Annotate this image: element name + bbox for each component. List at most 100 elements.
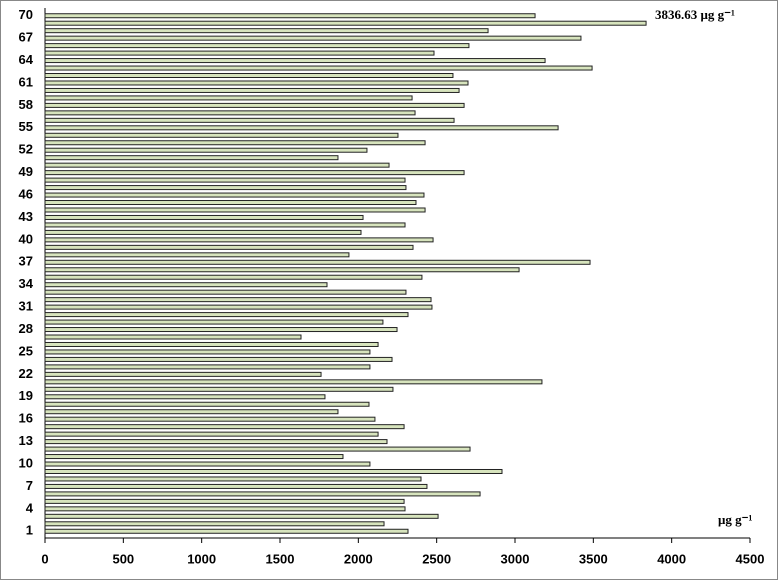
bar <box>44 521 385 527</box>
y-tick-label: 22 <box>19 366 33 381</box>
x-tick-label: 2000 <box>344 551 373 566</box>
bar <box>44 409 339 415</box>
bar <box>44 252 350 258</box>
bar <box>44 274 423 280</box>
bar <box>44 454 344 460</box>
bar <box>44 513 439 519</box>
bar <box>44 327 398 333</box>
bar <box>44 170 465 176</box>
bar <box>44 267 520 273</box>
bar <box>44 117 455 123</box>
bar <box>44 110 416 116</box>
y-tick-label: 49 <box>19 164 33 179</box>
bar <box>44 528 409 534</box>
y-tick-label: 43 <box>19 209 33 224</box>
bar <box>44 65 593 71</box>
bar <box>44 483 428 489</box>
bar <box>44 229 362 235</box>
y-tick-label: 7 <box>26 478 33 493</box>
bar <box>44 371 322 377</box>
bar <box>44 506 406 512</box>
bar <box>44 102 465 108</box>
x-tick-label: 0 <box>41 551 48 566</box>
bar <box>44 244 414 250</box>
bar <box>44 95 413 101</box>
bar <box>44 446 471 452</box>
bar <box>44 28 489 34</box>
y-tick-label: 58 <box>19 97 33 112</box>
bar <box>44 125 559 131</box>
y-tick-label: 4 <box>26 500 34 515</box>
x-tick-label: 3500 <box>579 551 608 566</box>
bar <box>44 140 426 146</box>
y-tick-label: 40 <box>19 231 33 246</box>
peak-annotation: 3836.63 μg g⁻¹ <box>655 7 735 22</box>
y-tick-label: 64 <box>19 52 34 67</box>
y-tick-label: 25 <box>19 343 33 358</box>
bar <box>44 476 422 482</box>
bar <box>44 58 546 64</box>
bar <box>44 259 591 265</box>
bar <box>44 461 371 467</box>
bar <box>44 289 407 295</box>
y-tick-label: 13 <box>19 433 33 448</box>
y-tick-label: 19 <box>19 388 33 403</box>
bar <box>44 177 406 183</box>
bar <box>44 80 469 86</box>
bar <box>44 147 368 153</box>
y-tick-label: 70 <box>19 7 33 22</box>
bar <box>44 73 454 79</box>
bar <box>44 13 536 19</box>
y-tick-label: 16 <box>19 411 33 426</box>
y-tick-label: 52 <box>19 142 33 157</box>
bar <box>44 498 405 504</box>
bar <box>44 192 425 198</box>
bar <box>44 200 417 206</box>
bar <box>44 214 364 220</box>
y-tick-label: 46 <box>19 186 33 201</box>
bar <box>44 468 503 474</box>
bar <box>44 185 407 191</box>
y-tick-label: 31 <box>19 299 33 314</box>
bar <box>44 50 435 56</box>
bar <box>44 155 339 161</box>
y-tick-label: 34 <box>19 276 34 291</box>
y-tick-label: 10 <box>19 455 33 470</box>
bar <box>44 424 405 430</box>
bar <box>44 297 432 303</box>
bar <box>44 431 379 437</box>
bar <box>44 416 376 422</box>
x-tick-label: 4500 <box>736 551 765 566</box>
bar <box>44 87 460 93</box>
bar <box>44 222 406 228</box>
bar <box>44 282 328 288</box>
x-tick-label: 4000 <box>657 551 686 566</box>
x-tick-label: 1500 <box>266 551 295 566</box>
x-tick-label: 500 <box>112 551 134 566</box>
bar <box>44 349 371 355</box>
y-tick-label: 67 <box>19 30 33 45</box>
y-tick-label: 1 <box>26 523 33 538</box>
y-tick-label: 61 <box>19 74 33 89</box>
bar <box>44 43 470 49</box>
bar <box>44 364 371 370</box>
bar <box>44 132 399 138</box>
x-tick-label: 3000 <box>501 551 530 566</box>
y-tick-label: 28 <box>19 321 33 336</box>
bar <box>44 439 388 445</box>
bar <box>44 35 582 41</box>
bar <box>44 312 409 318</box>
bar <box>44 319 384 325</box>
bar <box>44 304 433 310</box>
bar <box>44 237 434 243</box>
y-tick-label: 55 <box>19 119 33 134</box>
bar <box>44 356 393 362</box>
x-tick-label: 2500 <box>422 551 451 566</box>
bar <box>44 401 370 407</box>
bar <box>44 379 543 385</box>
bar <box>44 334 302 340</box>
x-tick-label: 1000 <box>187 551 216 566</box>
unit-annotation: μg g⁻¹ <box>718 512 752 527</box>
y-tick-label: 37 <box>19 254 33 269</box>
